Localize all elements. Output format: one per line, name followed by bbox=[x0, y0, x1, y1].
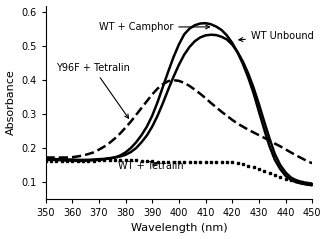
Y-axis label: Absorbance: Absorbance bbox=[6, 69, 16, 135]
X-axis label: Wavelength (nm): Wavelength (nm) bbox=[130, 223, 227, 234]
Text: WT + Camphor: WT + Camphor bbox=[99, 22, 210, 32]
Text: Y96F + Tetralin: Y96F + Tetralin bbox=[56, 63, 130, 118]
Text: WT + Tetralin: WT + Tetralin bbox=[117, 161, 183, 171]
Text: WT Unbound: WT Unbound bbox=[239, 32, 314, 42]
